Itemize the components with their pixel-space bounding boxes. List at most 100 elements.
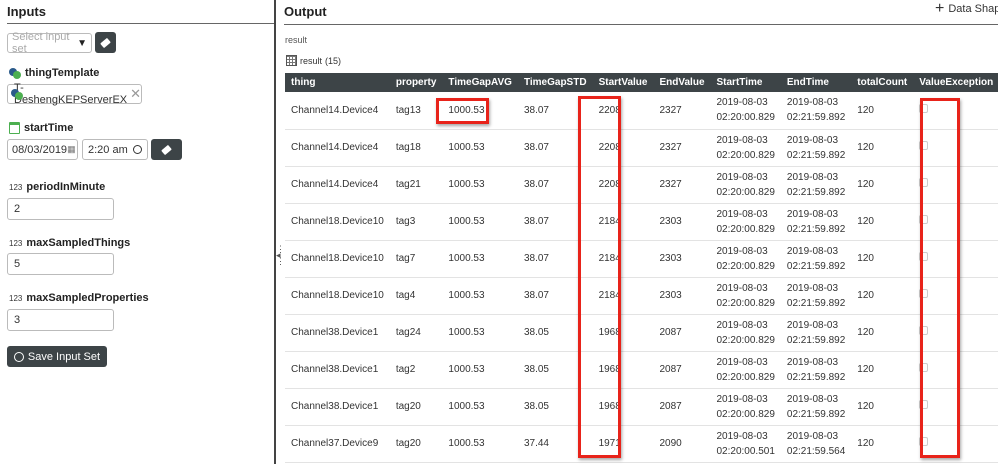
maxsampledproperties-input[interactable]: 3 bbox=[7, 309, 114, 331]
result-table: thing property TimeGapAVG TimeGapSTD StartVa… bbox=[285, 73, 998, 463]
column-header-timegapavg[interactable]: TimeGapAVG bbox=[442, 73, 518, 92]
clock-icon bbox=[133, 145, 142, 154]
clear-time-button[interactable] bbox=[151, 139, 182, 160]
cell-endvalue: 2090 bbox=[653, 425, 711, 463]
cell-valueexception bbox=[913, 166, 998, 204]
column-header-valueexception[interactable]: ValueException bbox=[913, 73, 998, 92]
startvalue-text: 2208 bbox=[598, 142, 621, 153]
date-value: 08/03/2019 bbox=[12, 143, 68, 156]
data-shape-label: Data Shap bbox=[948, 3, 998, 15]
startvalue-text: 2184 bbox=[598, 253, 621, 264]
column-header-endvalue[interactable]: EndValue bbox=[653, 73, 711, 92]
cell-property: tag24 bbox=[389, 314, 443, 352]
cell-starttime: 2019-08-03 02:20:00.501 bbox=[710, 425, 781, 463]
endvalue-text: 2303 bbox=[659, 216, 682, 227]
cell-starttime: 2019-08-03 02:20:00.829 bbox=[710, 388, 781, 426]
thing-text: Channel37.Device9 bbox=[291, 438, 379, 449]
endtime-text: 2019-08-03 bbox=[786, 282, 839, 294]
startvalue-text: 2184 bbox=[598, 290, 621, 301]
endtime-text: 2019-08-03 bbox=[786, 134, 839, 146]
endtime-text: 02:21:59.564 bbox=[786, 445, 846, 457]
valueexception-checkbox[interactable] bbox=[919, 141, 929, 150]
column-header-endtime[interactable]: EndTime bbox=[780, 73, 852, 92]
column-header-timegapstd[interactable]: TimeGapSTD bbox=[517, 73, 593, 92]
time-input[interactable]: 2:20 am bbox=[82, 139, 148, 160]
cell-startvalue: 1968 bbox=[592, 314, 654, 352]
starttime-text: 2019-08-03 bbox=[716, 282, 768, 294]
cell-endvalue: 2327 bbox=[653, 129, 711, 167]
timegapstd-text: 38.05 bbox=[523, 364, 549, 375]
table-row[interactable]: Channel38.Device1 tag24 1000.53 38.05 1968 20… bbox=[285, 314, 998, 352]
valueexception-checkbox[interactable] bbox=[919, 215, 929, 224]
table-row[interactable]: Channel18.Device10 tag7 1000.53 38.07 2184 23… bbox=[285, 240, 998, 278]
cell-thing: Channel38.Device1 bbox=[285, 388, 390, 426]
panel-splitter[interactable] bbox=[274, 0, 276, 464]
input-set-select[interactable]: Select input set ▼ bbox=[7, 31, 92, 55]
valueexception-checkbox[interactable] bbox=[919, 363, 929, 372]
column-header-thing[interactable]: thing bbox=[285, 73, 390, 92]
output-title: Output bbox=[284, 4, 327, 19]
table-row[interactable]: Channel14.Device4 tag13 1000.53 38.07 2208 23… bbox=[285, 92, 998, 130]
plus-icon: + bbox=[935, 0, 945, 17]
cell-property: tag2 bbox=[389, 351, 443, 389]
startvalue-text: 1968 bbox=[598, 364, 621, 375]
cell-totalcount: 120 bbox=[851, 240, 914, 278]
column-header-totalcount[interactable]: totalCount bbox=[851, 73, 914, 92]
timegapstd-text: 38.07 bbox=[523, 179, 549, 190]
valueexception-checkbox[interactable] bbox=[919, 437, 929, 446]
add-data-shape-button[interactable]: + Data Shap bbox=[935, 0, 998, 17]
table-row[interactable]: Channel37.Device9 tag20 1000.53 37.44 1971 20… bbox=[285, 425, 998, 463]
endtime-text: 2019-08-03 bbox=[786, 356, 839, 368]
endtime-text: 2019-08-03 bbox=[786, 319, 839, 331]
column-header-startvalue[interactable]: StartValue bbox=[592, 73, 654, 92]
thingtemplate-chip[interactable]: T-DeshengKEPServerEX ✕ bbox=[7, 82, 142, 106]
table-row[interactable]: Channel18.Device10 tag3 1000.53 38.07 2184 23… bbox=[285, 203, 998, 241]
valueexception-checkbox[interactable] bbox=[919, 400, 929, 409]
table-row[interactable]: Channel38.Device1 tag20 1000.53 38.05 1968 20… bbox=[285, 388, 998, 426]
endtime-text: 02:21:59.892 bbox=[786, 371, 846, 383]
cell-timegapavg: 1000.53 bbox=[442, 314, 518, 352]
table-row[interactable]: Channel18.Device10 tag4 1000.53 38.07 2184 23… bbox=[285, 277, 998, 315]
startvalue-text: 1968 bbox=[598, 327, 621, 338]
starttime-text: 02:20:00.829 bbox=[716, 223, 775, 235]
endtime-text: 2019-08-03 bbox=[786, 208, 839, 220]
cell-starttime: 2019-08-03 02:20:00.829 bbox=[710, 203, 781, 241]
cell-starttime: 2019-08-03 02:20:00.829 bbox=[710, 240, 781, 278]
splitter-handle-icon[interactable]: ⋮ ◂ ⋮ bbox=[276, 244, 285, 266]
periodinminute-input[interactable]: 2 bbox=[7, 198, 114, 220]
valueexception-checkbox[interactable] bbox=[919, 252, 929, 261]
cell-thing: Channel14.Device4 bbox=[285, 166, 390, 204]
cell-endvalue: 2327 bbox=[653, 92, 711, 130]
remove-icon[interactable]: ✕ bbox=[130, 86, 142, 101]
column-header-property[interactable]: property bbox=[389, 73, 443, 92]
cell-totalcount: 120 bbox=[851, 425, 914, 463]
table-row[interactable]: Channel38.Device1 tag2 1000.53 38.05 1968 208… bbox=[285, 351, 998, 389]
timegapstd-text: 38.07 bbox=[523, 142, 549, 153]
cell-timegapavg: 1000.53 bbox=[442, 203, 518, 241]
table-row[interactable]: Channel14.Device4 tag18 1000.53 38.07 2208 23… bbox=[285, 129, 998, 167]
timegapstd-text: 38.07 bbox=[523, 104, 549, 116]
cell-startvalue: 1968 bbox=[592, 351, 654, 389]
cell-thing: Channel37.Device9 bbox=[285, 425, 390, 463]
highlight-timegapavg bbox=[436, 98, 489, 124]
clear-input-set-button[interactable] bbox=[95, 32, 116, 53]
maxsampledthings-input[interactable]: 5 bbox=[7, 253, 114, 275]
column-header-starttime[interactable]: StartTime bbox=[710, 73, 781, 92]
totalcount-text: 120 bbox=[857, 253, 874, 264]
valueexception-checkbox[interactable] bbox=[919, 103, 929, 113]
cell-property: tag13 bbox=[389, 92, 443, 130]
valueexception-checkbox[interactable] bbox=[919, 178, 929, 187]
valueexception-checkbox[interactable] bbox=[919, 289, 929, 298]
save-input-set-button[interactable]: Save Input Set bbox=[7, 346, 107, 367]
endvalue-text: 2087 bbox=[659, 364, 682, 375]
cell-endtime: 2019-08-03 02:21:59.892 bbox=[780, 388, 852, 426]
cell-endtime: 2019-08-03 02:21:59.892 bbox=[780, 351, 852, 389]
timegapavg-text: 1000.53 bbox=[448, 216, 485, 227]
valueexception-checkbox[interactable] bbox=[919, 326, 929, 335]
date-input[interactable]: 08/03/2019 ▦ bbox=[7, 139, 78, 160]
table-row[interactable]: Channel14.Device4 tag21 1000.53 38.07 2208 23… bbox=[285, 166, 998, 204]
totalcount-text: 120 bbox=[857, 104, 874, 116]
cell-thing: Channel38.Device1 bbox=[285, 314, 390, 352]
cell-timegapavg: 1000.53 bbox=[442, 277, 518, 315]
endtime-text: 02:21:59.892 bbox=[786, 334, 846, 346]
